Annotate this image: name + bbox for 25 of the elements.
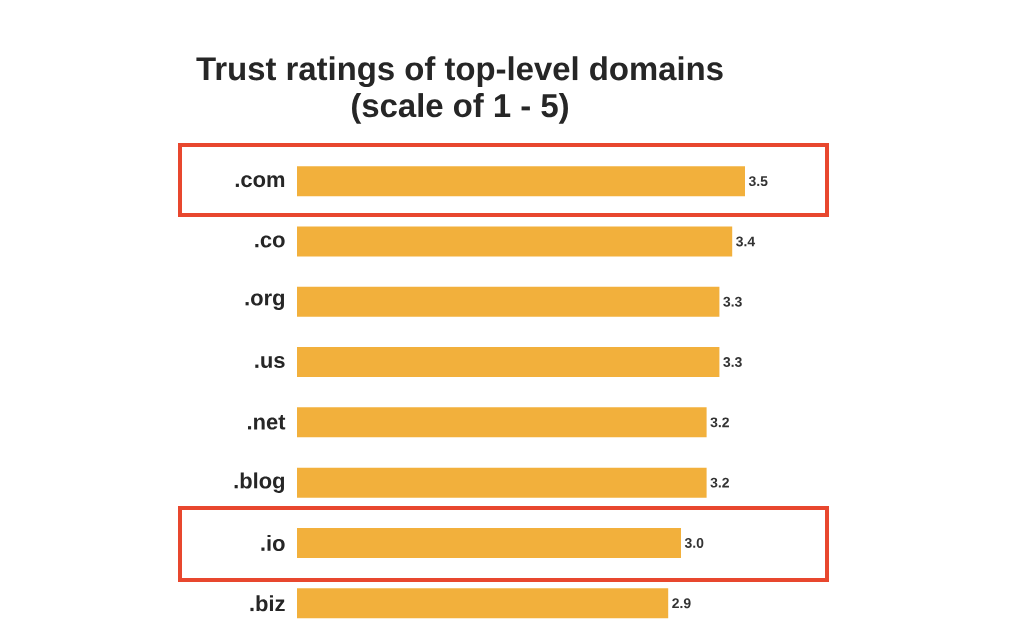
- data-label: 2.9: [672, 598, 691, 609]
- bar: [297, 347, 720, 378]
- chart-title: Trust ratings of top-level domains (scale of 1 - 5): [196, 56, 723, 124]
- data-label: 3.0: [684, 538, 704, 548]
- y-tick-label: .us: [255, 356, 285, 369]
- bar: [297, 527, 681, 558]
- data-label: 3.2: [710, 477, 729, 488]
- y-tick-label: .com: [235, 175, 285, 188]
- bar: [297, 286, 720, 317]
- y-tick-label: .org: [245, 293, 285, 310]
- data-label: 3.5: [748, 176, 768, 187]
- bar: [297, 226, 733, 257]
- data-label: 3.3: [723, 296, 742, 307]
- y-tick-label: .biz: [250, 595, 285, 612]
- bar: [297, 407, 707, 438]
- y-tick-label: .io: [261, 534, 285, 552]
- data-label: 3.4: [736, 236, 756, 247]
- bar: [297, 588, 669, 619]
- data-label: 3.2: [710, 417, 729, 428]
- bar: [297, 467, 707, 498]
- bar: [297, 166, 745, 197]
- data-label: 3.3: [723, 357, 742, 368]
- y-tick-label: .net: [248, 415, 286, 430]
- y-tick-label: .blog: [234, 472, 285, 493]
- y-tick-label: .co: [255, 235, 285, 248]
